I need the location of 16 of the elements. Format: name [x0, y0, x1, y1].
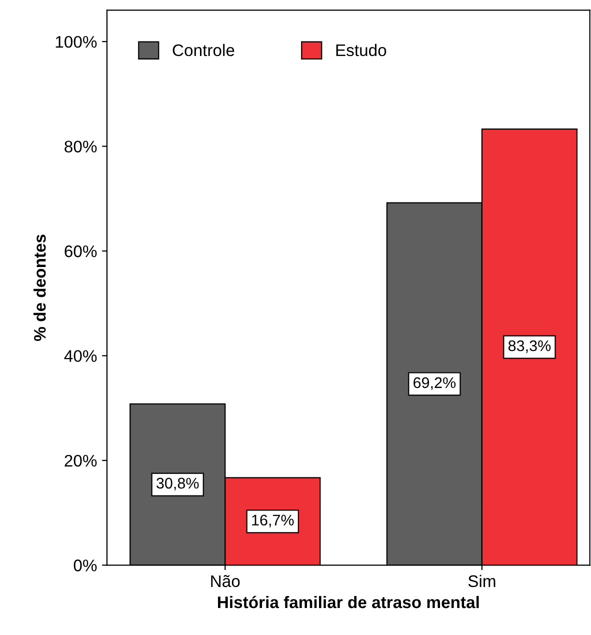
x-tick-label: Sim: [468, 574, 496, 588]
y-tick-label: 20%: [64, 454, 97, 467]
y-tick-label: 40%: [64, 350, 97, 362]
y-tick-label: 0%: [74, 560, 97, 572]
x-axis-title: História familiar de atraso mental: [218, 596, 479, 608]
y-tick-label: 80%: [64, 140, 97, 152]
y-tick-label: 100%: [56, 36, 97, 48]
data-label: 83,3%: [508, 340, 551, 353]
data-label: 16,7%: [252, 514, 294, 528]
legend-label: Controle: [172, 44, 234, 56]
x-tick-label: Não: [211, 574, 240, 588]
y-axis-title: % de deontes: [34, 234, 46, 341]
y-tick-label: 60%: [64, 245, 97, 258]
legend-label: Estudo: [336, 44, 386, 56]
data-label: 69,2%: [414, 377, 456, 390]
data-label: 30,8%: [156, 478, 199, 490]
